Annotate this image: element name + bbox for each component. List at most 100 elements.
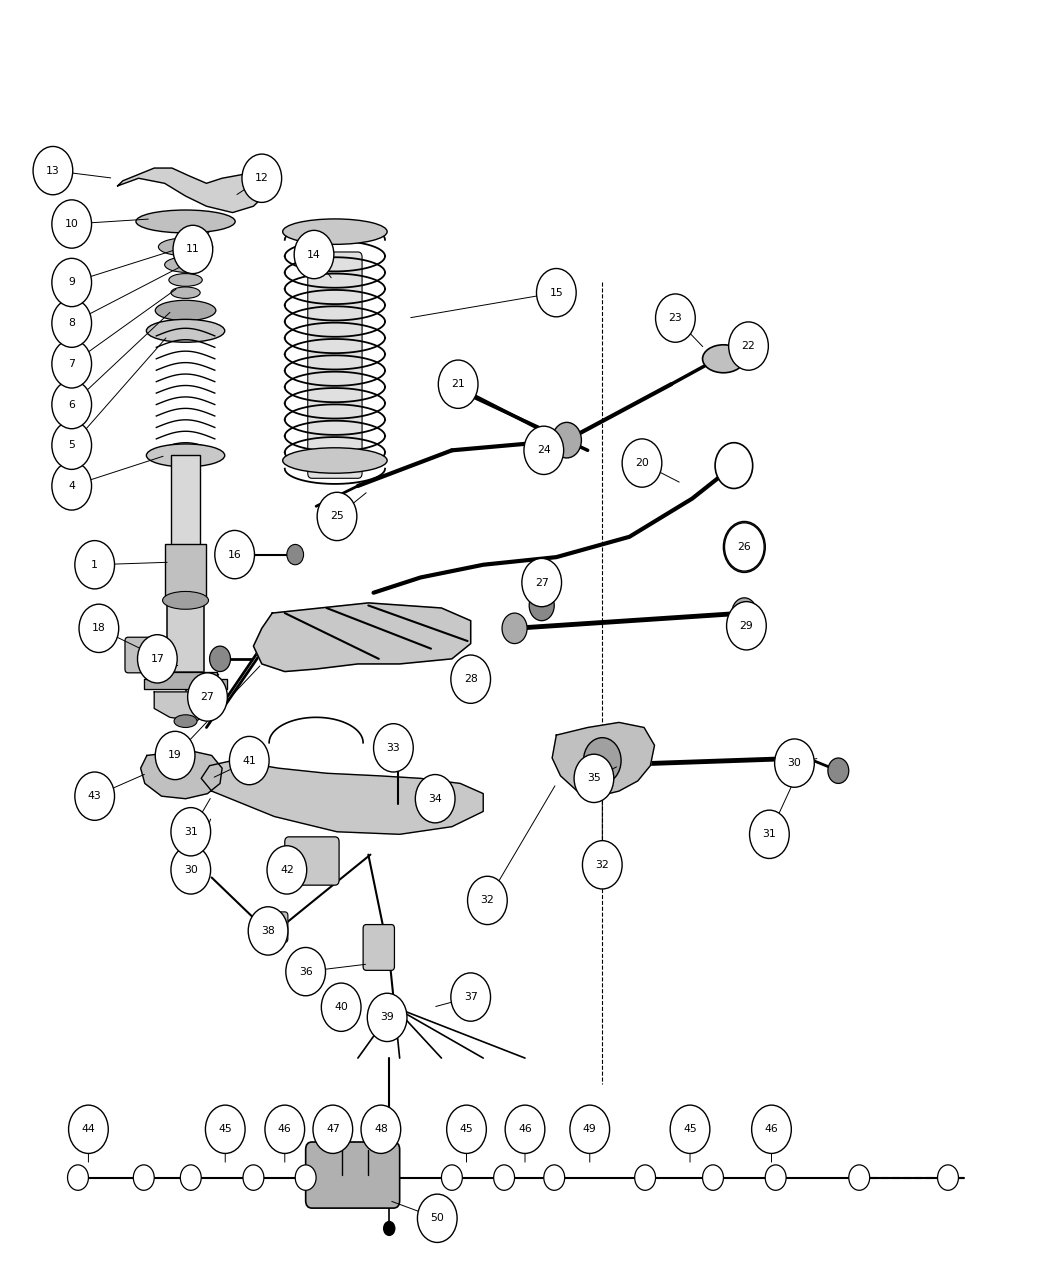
Text: 35: 35: [587, 774, 601, 783]
Polygon shape: [141, 751, 223, 798]
Circle shape: [68, 1105, 108, 1153]
Circle shape: [242, 155, 281, 202]
Text: 5: 5: [68, 441, 76, 451]
Circle shape: [265, 1105, 304, 1153]
Text: 10: 10: [65, 220, 79, 229]
Text: 45: 45: [218, 1124, 232, 1134]
Text: 23: 23: [669, 313, 682, 323]
Circle shape: [295, 1165, 316, 1190]
Circle shape: [317, 493, 357, 540]
Circle shape: [382, 1005, 403, 1031]
Polygon shape: [118, 169, 269, 212]
Ellipse shape: [282, 218, 387, 244]
Circle shape: [416, 775, 455, 822]
Text: 1: 1: [91, 559, 98, 570]
Text: 40: 40: [334, 1002, 349, 1013]
Circle shape: [775, 739, 815, 787]
Circle shape: [418, 1194, 457, 1243]
Text: 32: 32: [481, 895, 495, 905]
Circle shape: [467, 876, 507, 925]
Circle shape: [584, 738, 622, 784]
Text: 34: 34: [428, 794, 442, 803]
Circle shape: [138, 635, 177, 683]
Ellipse shape: [155, 300, 216, 321]
FancyBboxPatch shape: [363, 925, 395, 971]
Circle shape: [575, 751, 601, 782]
Circle shape: [229, 737, 269, 784]
Circle shape: [723, 521, 765, 572]
Circle shape: [765, 1165, 786, 1190]
Circle shape: [243, 1165, 264, 1190]
Circle shape: [133, 1165, 154, 1190]
Text: 14: 14: [308, 249, 321, 259]
Text: 31: 31: [184, 826, 197, 836]
Text: 9: 9: [68, 277, 76, 287]
Circle shape: [715, 443, 753, 489]
Circle shape: [732, 598, 757, 628]
Circle shape: [441, 1165, 462, 1190]
Text: 47: 47: [326, 1124, 340, 1134]
Circle shape: [446, 1105, 486, 1153]
Circle shape: [51, 258, 91, 306]
Text: 30: 30: [184, 865, 197, 875]
Polygon shape: [552, 723, 654, 796]
Ellipse shape: [163, 591, 209, 609]
Ellipse shape: [702, 345, 744, 373]
Ellipse shape: [174, 715, 197, 728]
Text: 36: 36: [299, 967, 313, 977]
Text: 16: 16: [228, 549, 242, 559]
Ellipse shape: [171, 287, 201, 299]
FancyBboxPatch shape: [308, 252, 362, 479]
Circle shape: [173, 225, 213, 273]
Text: 41: 41: [243, 756, 256, 765]
Polygon shape: [154, 692, 207, 722]
Ellipse shape: [159, 238, 213, 255]
Text: 43: 43: [88, 792, 102, 801]
Circle shape: [335, 992, 356, 1018]
Text: 29: 29: [739, 621, 753, 631]
Text: 25: 25: [330, 512, 343, 521]
Circle shape: [385, 736, 411, 766]
Text: 13: 13: [46, 166, 60, 176]
Text: 48: 48: [374, 1124, 387, 1134]
FancyBboxPatch shape: [258, 912, 288, 942]
Circle shape: [827, 759, 848, 784]
Circle shape: [670, 1105, 710, 1153]
Text: 18: 18: [92, 623, 106, 633]
Circle shape: [248, 907, 288, 955]
Circle shape: [727, 601, 766, 650]
FancyBboxPatch shape: [125, 637, 154, 673]
Text: 7: 7: [68, 359, 76, 369]
Circle shape: [374, 724, 414, 773]
Text: 24: 24: [537, 446, 550, 456]
Text: 31: 31: [762, 829, 776, 839]
Text: 22: 22: [741, 341, 755, 351]
Text: 27: 27: [534, 577, 548, 587]
Circle shape: [67, 1165, 88, 1190]
Text: 20: 20: [635, 458, 649, 469]
Circle shape: [438, 360, 478, 409]
Circle shape: [450, 973, 490, 1022]
Circle shape: [287, 544, 303, 564]
Circle shape: [75, 773, 114, 820]
Text: 39: 39: [380, 1013, 394, 1023]
Ellipse shape: [169, 273, 203, 286]
FancyBboxPatch shape: [167, 598, 205, 672]
Circle shape: [544, 1165, 565, 1190]
Text: 17: 17: [150, 654, 164, 664]
Text: 21: 21: [452, 379, 465, 389]
Circle shape: [938, 1165, 959, 1190]
FancyBboxPatch shape: [165, 544, 207, 600]
Circle shape: [155, 732, 195, 780]
Circle shape: [51, 421, 91, 470]
Text: 46: 46: [278, 1124, 292, 1134]
Circle shape: [294, 230, 334, 278]
Circle shape: [171, 845, 211, 894]
Text: 46: 46: [518, 1124, 532, 1134]
Circle shape: [188, 673, 228, 722]
Circle shape: [267, 845, 307, 894]
Text: 11: 11: [186, 244, 200, 254]
Circle shape: [750, 810, 790, 858]
Circle shape: [634, 1165, 655, 1190]
Circle shape: [286, 948, 326, 996]
